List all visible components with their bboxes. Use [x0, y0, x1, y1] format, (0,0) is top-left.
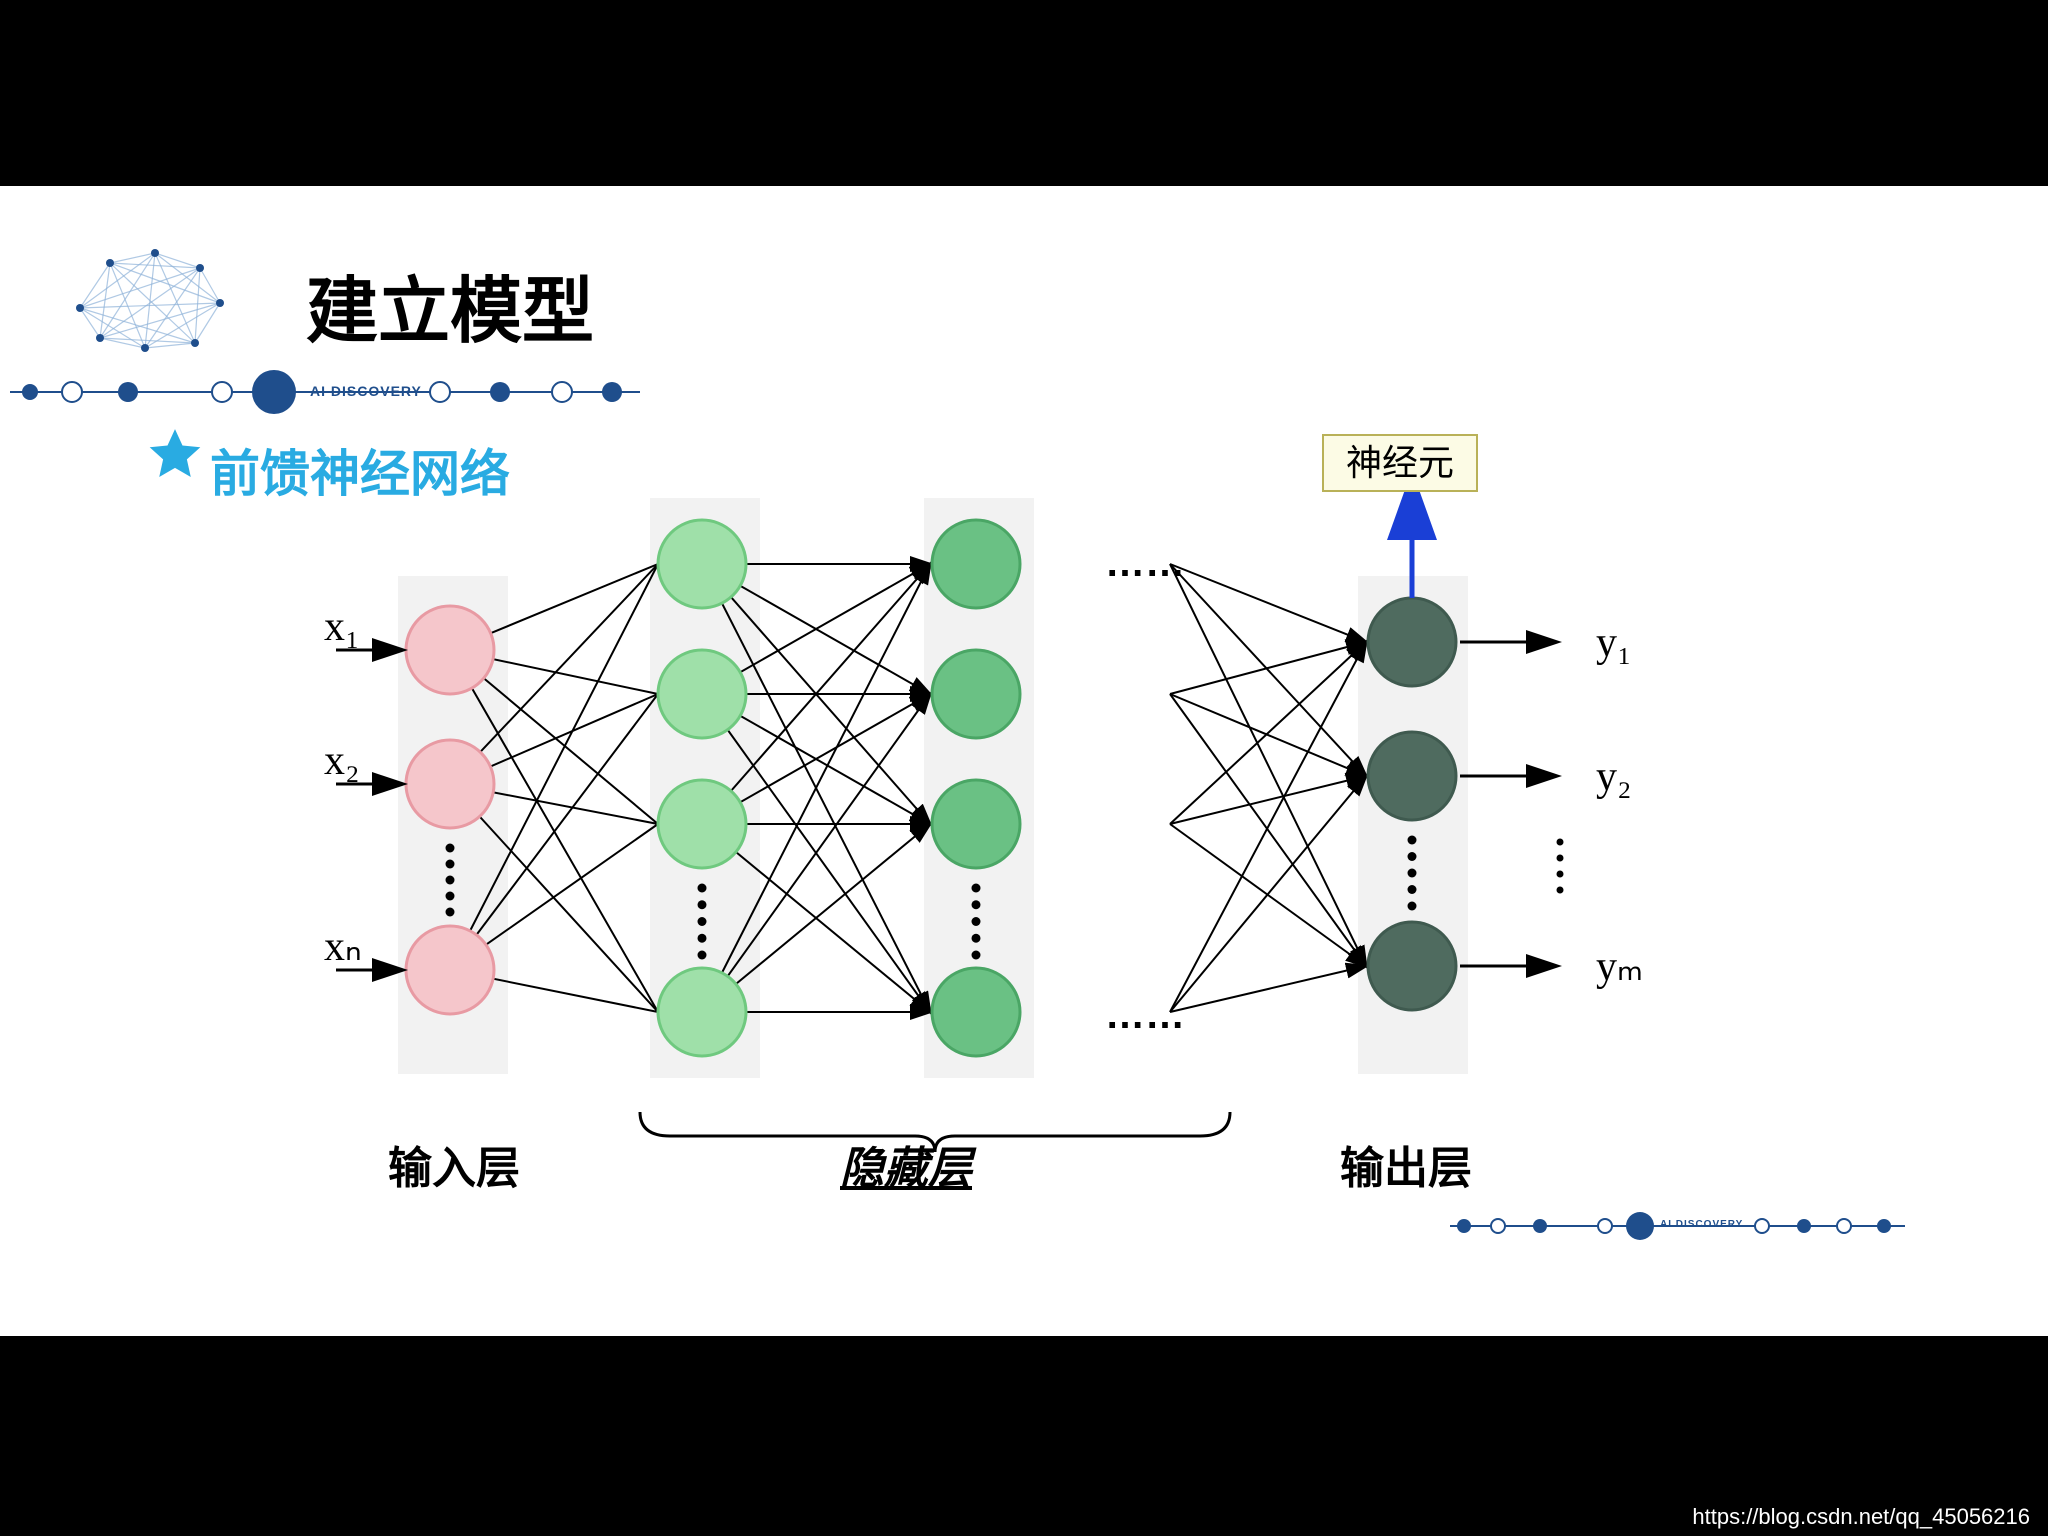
- source-url: https://blog.csdn.net/qq_45056216: [1692, 1504, 2030, 1530]
- decor-line-bottom: [0, 0, 2048, 1536]
- decor-bottom-text: AI DISCOVERY: [1660, 1219, 1743, 1230]
